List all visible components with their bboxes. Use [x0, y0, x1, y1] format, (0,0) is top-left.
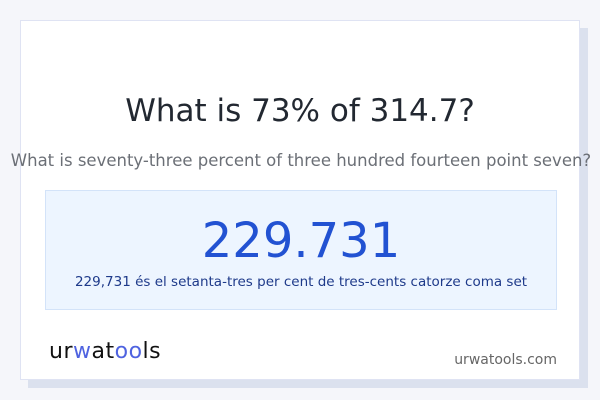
result-card: What is 73% of 314.7? What is seventy-th…: [11, 20, 591, 380]
site-url: urwatools.com: [454, 352, 557, 368]
result-box: 229.731 229,731 és el setanta-tres per c…: [45, 190, 557, 310]
question-subtitle: What is seventy-three percent of three h…: [10, 151, 592, 170]
result-words: 229,731 és el setanta-tres per cent de t…: [74, 274, 528, 290]
urwatools-logo: urwatools: [49, 339, 162, 364]
question-title: What is 73% of 314.7?: [125, 93, 475, 129]
result-value: 229.731: [201, 213, 401, 269]
